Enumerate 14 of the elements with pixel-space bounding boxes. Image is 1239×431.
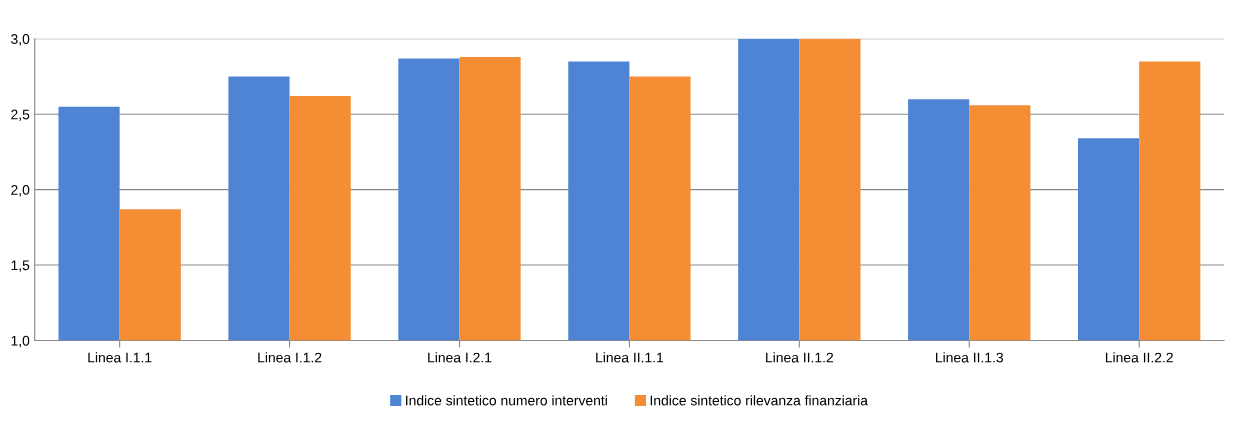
legend-label: Indice sintetico rilevanza finanziaria <box>650 395 868 406</box>
x-tick-label: Linea I.1.1 <box>88 352 152 363</box>
y-tick-label: 1,5 <box>11 260 30 272</box>
y-tick-label: 2,0 <box>11 184 30 197</box>
x-tick-label: Linea I.2.1 <box>428 352 492 363</box>
x-tick-label: Linea II.1.3 <box>936 352 1004 363</box>
y-tick-label: 1,0 <box>11 335 30 348</box>
y-tick-label: 2,5 <box>11 109 30 122</box>
x-tick-label: Linea II.1.1 <box>596 352 664 363</box>
x-tick-label: Linea I.1.2 <box>258 352 322 363</box>
x-tick-label: Linea II.2.2 <box>1105 352 1173 363</box>
y-tick-label: 3,0 <box>11 34 30 46</box>
x-tick-label: Linea II.1.2 <box>766 352 833 363</box>
legend-label: Indice sintetico numero interventi <box>406 395 607 406</box>
